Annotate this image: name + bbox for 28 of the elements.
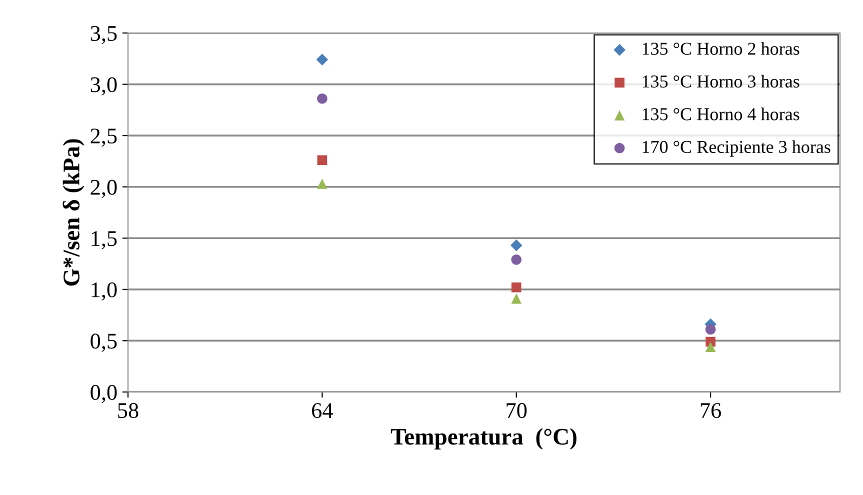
point (705, 342, 716, 352)
y-tick-label: 1,5 (92, 231, 117, 250)
legend-label: 170 °C Recipiente 3 horas (642, 140, 830, 157)
point (510, 239, 522, 252)
y-tick-label: 3,0 (90, 77, 117, 96)
x-axis-title: Temperatura (°C) (390, 428, 576, 450)
point (317, 155, 328, 166)
x-tick-label: 76 (700, 403, 721, 418)
point (317, 178, 328, 189)
point (511, 294, 522, 304)
x-tick-label: 64 (312, 403, 333, 418)
legend-label: 135 °C Horno 3 horas (642, 74, 800, 88)
x-tick-label: 58 (118, 403, 138, 418)
y-tick-label: 2,5 (90, 128, 117, 147)
point (316, 54, 328, 66)
legend-label: 135 °C Horno 4 horas (642, 108, 800, 120)
y-tick-label: 0,0 (90, 384, 117, 404)
point (511, 254, 522, 265)
y-tick-label: 1,0 (92, 282, 117, 301)
y-tick-label: 2,0 (90, 180, 117, 198)
point (705, 324, 716, 335)
point (511, 282, 522, 292)
y-axis-title: G*/sen δ (kPa) (62, 139, 84, 286)
point (317, 93, 328, 104)
y-tick-label: 3,5 (90, 26, 117, 44)
y-tick-label: 0,5 (90, 334, 117, 352)
legend-label: 135 °C Horno 2 horas (642, 42, 800, 55)
x-tick-label: 70 (506, 403, 527, 418)
